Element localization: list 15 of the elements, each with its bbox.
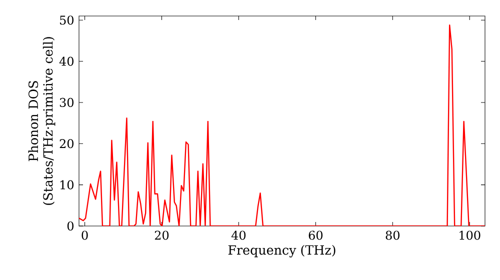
x-tick-label: 0: [82, 230, 88, 240]
x-tick-label: 60: [308, 230, 323, 240]
y-tick-label: 0: [67, 221, 74, 231]
x-tick-label: 20: [154, 230, 169, 240]
y-axis-title: Phonon DOS (States/THz·primitive cell): [28, 37, 56, 205]
line-series: [79, 24, 485, 226]
y-tick-label: 10: [60, 180, 74, 190]
x-tick-label: 100: [460, 230, 480, 240]
y-tick-label: 50: [60, 16, 74, 25]
x-tick-label: 80: [386, 230, 400, 240]
x-axis-title: Frequency (THz): [228, 244, 336, 258]
x-tick-label: 40: [231, 230, 246, 240]
y-tick-label: 20: [60, 139, 74, 148]
y-tick-label: 30: [60, 98, 74, 108]
y-tick-label: 40: [59, 56, 74, 66]
